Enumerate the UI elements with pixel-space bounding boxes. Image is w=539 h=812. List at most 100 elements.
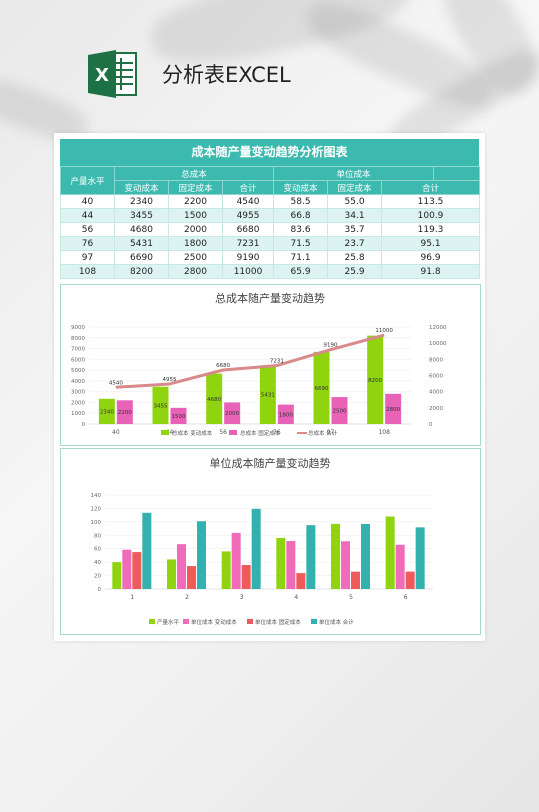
y-right-tick-label: 10000 bbox=[429, 341, 447, 347]
table-cell-ts: 4955 bbox=[221, 208, 275, 223]
header-total-variable: 变动成本 bbox=[114, 180, 169, 195]
chart-title: 总成本随产量变动趋势 bbox=[215, 291, 325, 305]
legend-label: 总成本 变动成本 bbox=[172, 429, 213, 437]
bar-fixed bbox=[170, 407, 187, 424]
table-cell-tf: 2800 bbox=[168, 264, 223, 279]
legend-swatch bbox=[311, 619, 317, 624]
line-data-label: 4955 bbox=[163, 377, 177, 383]
y-tick-label: 140 bbox=[91, 493, 102, 499]
bar bbox=[341, 541, 350, 589]
table-cell-tf: 1500 bbox=[168, 208, 223, 223]
total-cost-chart: 总成本随产量变动趋势 9000 8000 7000 6000 5000 4000 3000 20… bbox=[60, 284, 481, 446]
y-tick-label: 0 bbox=[98, 587, 102, 593]
bar bbox=[241, 565, 251, 589]
table-cell-ts: 9190 bbox=[221, 250, 275, 265]
bar bbox=[385, 516, 395, 589]
line-data-label: 11000 bbox=[375, 328, 393, 334]
bar-variable bbox=[206, 373, 223, 424]
bar-fixed bbox=[224, 402, 241, 424]
y-left-tick-label: 2000 bbox=[71, 400, 85, 406]
x-tick-label: 5 bbox=[349, 594, 353, 601]
table-cell-tv: 2340 bbox=[114, 194, 169, 209]
report-card: 成本随产量变动趋势分析图表 产量水平 总成本 单位成本 变动成本 固定成本 合计… bbox=[54, 133, 485, 641]
bar-fixed bbox=[385, 393, 402, 424]
table-cell-tv: 6690 bbox=[114, 250, 169, 265]
table-cell-tv: 8200 bbox=[114, 264, 169, 279]
table-cell-us: 119.3 bbox=[381, 222, 481, 237]
table-cell-tv: 5431 bbox=[114, 236, 169, 251]
table-cell-q: 97 bbox=[60, 250, 115, 265]
table-cell-us: 96.9 bbox=[381, 250, 481, 265]
bar bbox=[361, 523, 370, 589]
table-row: 97 6690 2500 9190 71.1 25.8 96.9 bbox=[60, 250, 481, 265]
bar-data-label: 2000 bbox=[225, 411, 239, 417]
bar-data-label: 2800 bbox=[386, 407, 400, 413]
bar-data-label: 6690 bbox=[315, 386, 329, 392]
line-data-label: 7231 bbox=[270, 359, 284, 365]
table-cell-us: 95.1 bbox=[381, 236, 481, 251]
line-data-label: 6680 bbox=[216, 363, 230, 369]
y-left-tick-label: 7000 bbox=[71, 347, 85, 353]
page-header: X 分析表EXCEL bbox=[88, 48, 291, 100]
table-cell-uv: 71.1 bbox=[273, 250, 329, 265]
bar bbox=[167, 559, 176, 589]
chart-title: 单位成本随产量变动趋势 bbox=[210, 456, 331, 470]
y-tick-label: 60 bbox=[94, 547, 101, 553]
table-cell-uf: 34.1 bbox=[327, 208, 383, 223]
table-row: 40 2340 2200 4540 58.5 55.0 113.5 bbox=[60, 194, 481, 209]
x-tick-label: 6 bbox=[404, 594, 408, 601]
bar bbox=[112, 562, 122, 589]
legend-swatch bbox=[247, 619, 253, 624]
bar-data-label: 4680 bbox=[207, 397, 221, 403]
bar bbox=[415, 527, 425, 589]
table-row: 108 8200 2800 11000 65.9 25.9 91.8 bbox=[60, 264, 481, 279]
table-row: 56 4680 2000 6680 83.6 35.7 119.3 bbox=[60, 222, 481, 237]
header-unit-fixed: 固定成本 bbox=[327, 180, 383, 195]
table-cell-tv: 4680 bbox=[114, 222, 169, 237]
y-right-tick-label: 6000 bbox=[429, 374, 443, 380]
header-output: 产量水平 bbox=[60, 166, 115, 195]
table-cell-q: 56 bbox=[60, 222, 115, 237]
table-cell-us: 100.9 bbox=[381, 208, 481, 223]
bar bbox=[177, 544, 186, 589]
table-row: 44 3455 1500 4955 66.8 34.1 100.9 bbox=[60, 208, 481, 223]
y-left-tick-label: 4000 bbox=[71, 379, 85, 385]
x-tick-label: 4 bbox=[294, 594, 298, 601]
table-cell-us: 113.5 bbox=[381, 194, 481, 209]
table-cell-us: 91.8 bbox=[381, 264, 481, 279]
table-cell-uv: 65.9 bbox=[273, 264, 329, 279]
bar bbox=[221, 551, 231, 589]
table-cell-q: 44 bbox=[60, 208, 115, 223]
table-cell-ts: 7231 bbox=[221, 236, 275, 251]
y-left-tick-label: 1000 bbox=[71, 411, 85, 417]
header-unit-cost: 单位成本 bbox=[273, 166, 435, 181]
legend-label: 产量水平 bbox=[157, 618, 180, 626]
cost-table: 成本随产量变动趋势分析图表 产量水平 总成本 单位成本 变动成本 固定成本 合计… bbox=[60, 139, 481, 279]
bar-data-label: 2340 bbox=[100, 409, 114, 415]
excel-icon: X bbox=[88, 48, 138, 100]
table-title: 成本随产量变动趋势分析图表 bbox=[60, 139, 479, 166]
unit-cost-chart-svg: 单位成本随产量变动趋势 140 120 100 80 60 40 20 0 1 2 3 4 5 6 产量水平 单… bbox=[91, 456, 433, 626]
legend-label: 总成本 固定成本 bbox=[240, 429, 281, 437]
legend-swatch bbox=[149, 619, 155, 624]
y-tick-label: 80 bbox=[94, 533, 101, 539]
table-cell-q: 40 bbox=[60, 194, 115, 209]
bar bbox=[231, 532, 241, 589]
bar-data-label: 2200 bbox=[118, 410, 132, 416]
x-tick-label: 56 bbox=[219, 429, 227, 436]
x-tick-label: 3 bbox=[240, 594, 244, 601]
bar-fixed bbox=[116, 400, 133, 424]
bar-data-label: 2500 bbox=[333, 409, 347, 415]
legend-label: 总成本 合计 bbox=[308, 429, 338, 437]
x-tick-label: 108 bbox=[378, 429, 390, 436]
bar bbox=[405, 571, 415, 589]
x-tick-label: 1 bbox=[130, 594, 134, 601]
bar bbox=[286, 540, 296, 589]
table-row: 76 5431 1800 7231 71.5 23.7 95.1 bbox=[60, 236, 481, 251]
table-cell-ts: 6680 bbox=[221, 222, 275, 237]
table-cell-q: 76 bbox=[60, 236, 115, 251]
y-tick-label: 40 bbox=[94, 560, 101, 566]
bar bbox=[306, 525, 316, 589]
line-data-label: 9190 bbox=[324, 343, 338, 349]
table-cell-uv: 71.5 bbox=[273, 236, 329, 251]
